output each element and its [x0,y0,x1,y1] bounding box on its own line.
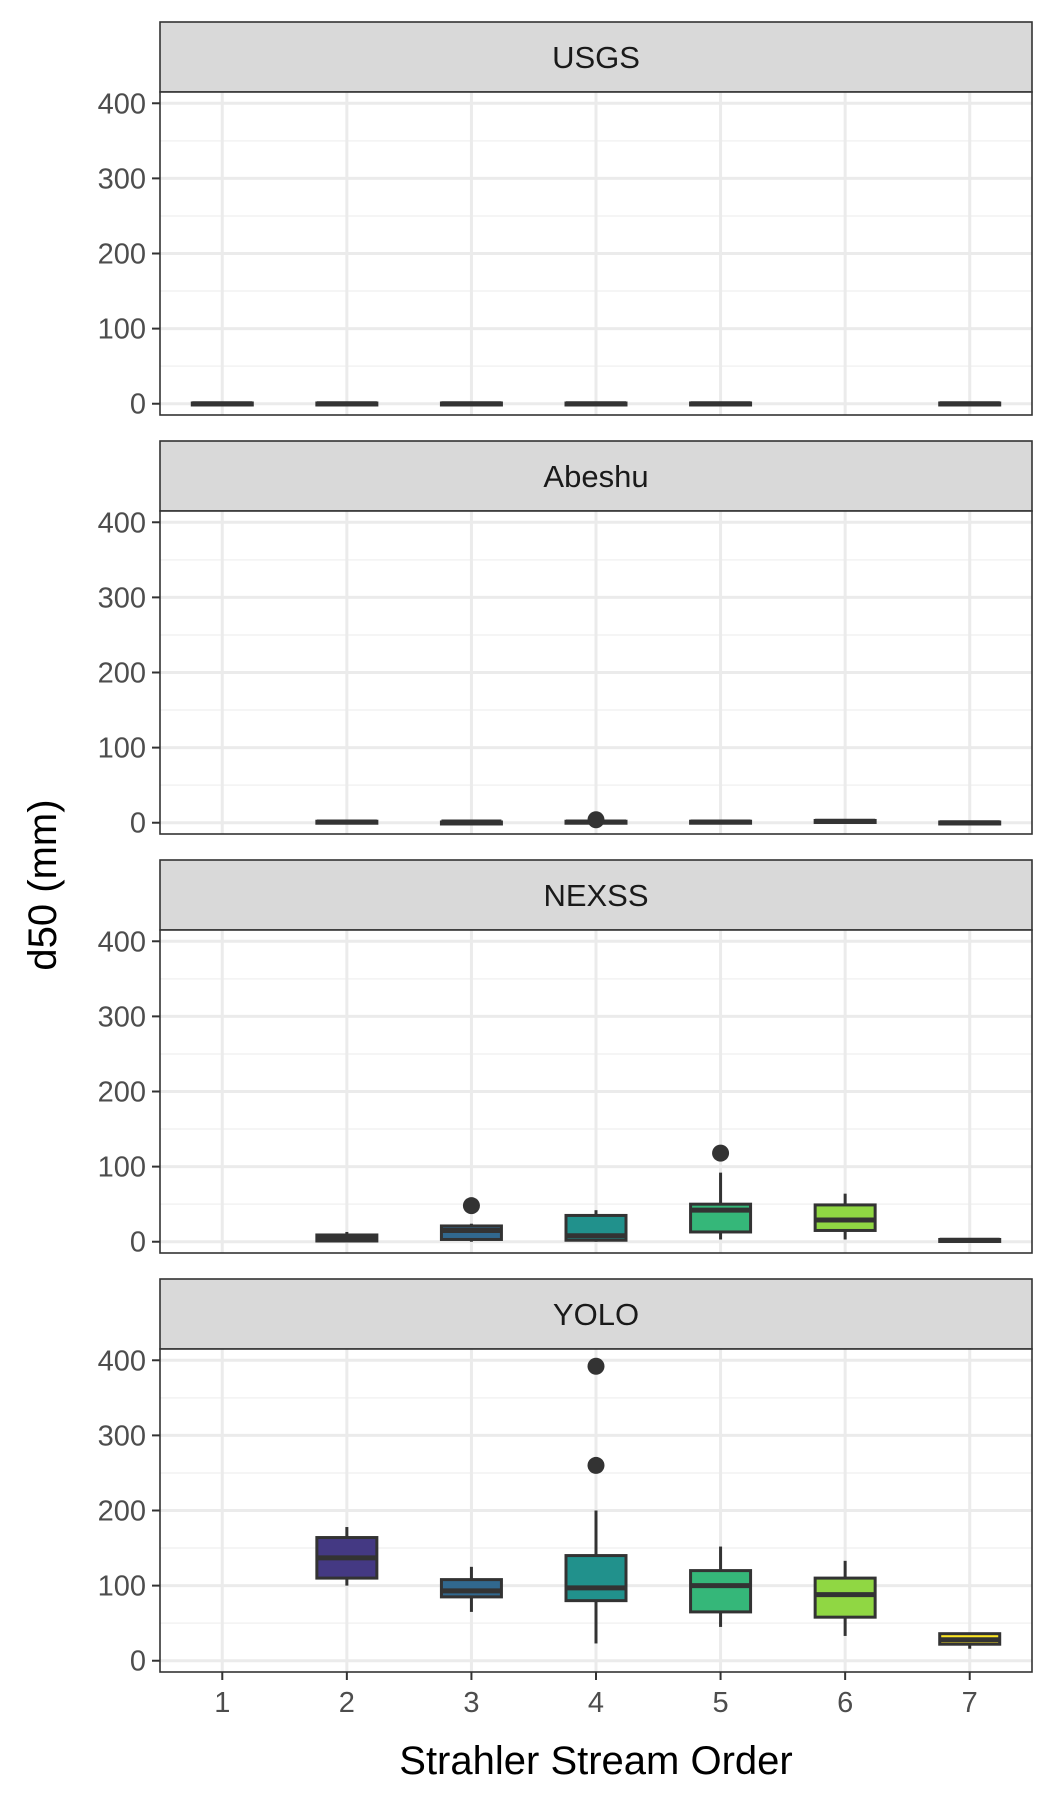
y-tick-label: 100 [98,314,146,346]
box-order-2 [315,819,379,825]
x-tick-label: 3 [463,1687,479,1719]
box-order-4 [564,401,628,407]
x-tick-label: 1 [214,1687,230,1719]
facet-panel-nexss: NEXSS 0 100 200 300 400 [98,859,1033,1259]
y-tick-label: 100 [98,1571,146,1603]
y-tick-label: 400 [98,926,146,958]
y-tick-label: 200 [98,1077,146,1109]
x-tick-label: 5 [713,1687,729,1719]
facet-strip [159,440,1033,512]
y-tick-label: 200 [98,1496,146,1528]
y-tick-label: 100 [98,1152,146,1184]
facet-panel-abeshu: Abeshu 0 100 200 300 400 [98,440,1033,840]
y-tick-label: 0 [130,389,146,421]
y-tick-label: 300 [98,582,146,614]
facet-strip [159,21,1033,93]
box-order-5 [689,1546,753,1627]
facet-strip-label: NEXSS [543,878,648,913]
box-iqr [564,1554,628,1603]
x-axis-title: Strahler Stream Order [399,1739,792,1783]
box-order-3 [439,1566,503,1612]
box-order-7 [938,1632,1002,1649]
facet-strip-label: USGS [552,40,640,75]
y-tick-label: 400 [98,1345,146,1377]
box-iqr [813,1576,877,1619]
box-order-3 [439,1197,503,1242]
y-tick-label: 200 [98,658,146,690]
x-tick-label: 6 [837,1687,853,1719]
outlier-point [712,1144,730,1162]
y-tick-label: 0 [130,1646,146,1678]
box-order-4 [564,1210,628,1242]
box-order-5 [689,819,753,825]
facet-strip [159,1278,1033,1350]
y-axis-title: d50 (mm) [21,799,65,970]
y-tick-label: 400 [98,507,146,539]
outlier-point [587,1357,605,1375]
box-order-6 [813,818,877,824]
box-order-2 [315,1527,379,1586]
y-tick-label: 0 [130,808,146,840]
box-order-5 [689,1144,753,1240]
outlier-point [587,811,605,829]
x-tick-label: 7 [962,1687,978,1719]
box-order-7 [938,820,1002,826]
box-order-2 [315,1231,379,1243]
facet-panel-yolo: YOLO 0 100 200 300 400 1 2 3 4 5 6 7 [98,1278,1033,1719]
box-order-3 [439,401,503,407]
box-order-4 [564,1357,628,1644]
y-tick-label: 300 [98,1420,146,1452]
y-tick-label: 200 [98,239,146,271]
y-tick-label: 100 [98,733,146,765]
box-order-7 [938,1237,1002,1243]
box-order-6 [813,1560,877,1636]
x-tick-label: 4 [588,1687,604,1719]
y-tick-label: 0 [130,1227,146,1259]
box-order-4 [564,811,628,829]
box-iqr [439,1578,503,1599]
box-order-7 [938,401,1002,407]
facet-strip-label: Abeshu [543,459,648,494]
outlier-point [587,1456,605,1474]
y-tick-label: 300 [98,1001,146,1033]
y-tick-label: 400 [98,88,146,120]
box-order-1 [190,401,254,407]
box-iqr [689,1569,753,1614]
x-tick-label: 2 [339,1687,355,1719]
box-order-3 [439,819,503,826]
box-order-6 [813,1193,877,1240]
outlier-point [462,1197,480,1215]
facet-strip-label: YOLO [553,1297,639,1332]
box-order-5 [689,401,753,407]
box-order-2 [315,401,379,407]
facet-panel-usgs: USGS 0 100 200 300 400 [98,21,1033,421]
y-tick-label: 300 [98,163,146,195]
